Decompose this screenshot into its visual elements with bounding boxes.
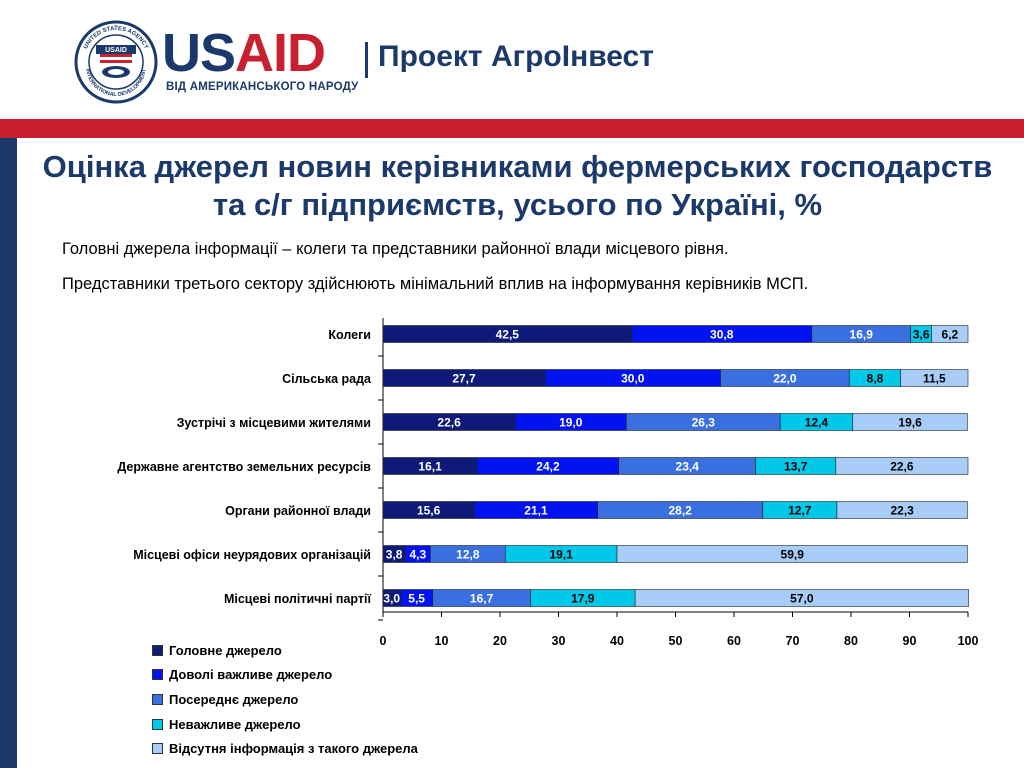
data-label: 42,5 [496,328,520,342]
legend-item: Посереднє джерело [152,687,418,712]
data-label: 6,2 [942,328,959,342]
x-tick-label: 60 [727,634,741,648]
legend-label: Неважливе джерело [169,716,301,732]
legend-swatch [152,693,163,705]
category-label: Місцеві офіси неурядових організацій [133,548,371,562]
data-label: 3,6 [913,328,930,342]
data-label: 19,0 [559,416,583,430]
data-label: 19,6 [898,416,922,430]
data-label: 16,1 [418,460,442,474]
header-divider-band [0,119,1024,138]
svg-text:USAID: USAID [105,47,127,54]
x-tick-label: 0 [380,634,387,648]
subtext-third-sector: Представники третього сектору здійснюють… [62,275,809,293]
x-tick-label: 50 [669,634,683,648]
legend-swatch [152,718,163,730]
bar-segment [836,501,968,519]
subtext-main-sources: Головні джерела інформації – колеги та п… [62,240,729,258]
data-label: 12,4 [805,416,829,430]
data-label: 16,7 [470,592,494,606]
data-label: 12,7 [788,504,812,518]
data-label: 24,2 [536,460,560,474]
project-name: Проект АгроІнвест [378,40,654,73]
data-label: 22,6 [890,460,914,474]
bar-segment [634,589,969,607]
logo-divider [365,42,368,78]
legend-label: Відсутня інформація з такого джерела [169,741,418,757]
usaid-wordmark: USAID [162,23,326,83]
data-label: 11,5 [923,372,946,386]
legend-label: Головне джерело [169,642,282,658]
data-label: 22,6 [437,416,461,430]
legend-item: Неважливе джерело [152,712,418,737]
bar-segment [900,369,969,387]
x-tick-label: 70 [786,634,800,648]
legend-item: Відсутня інформація з такого джерела [152,736,418,761]
data-label: 15,6 [417,504,441,518]
data-label: 27,7 [452,372,476,386]
usaid-tagline: ВІД АМЕРИКАНСЬКОГО НАРОДУ [166,81,359,93]
data-label: 3,0 [383,592,400,606]
data-label: 13,7 [784,460,808,474]
data-label: 30,8 [710,328,734,342]
data-label: 19,1 [549,548,573,562]
legend-swatch [152,669,163,681]
legend-item: Доволі важливе джерело [152,663,418,688]
legend-label: Доволі важливе джерело [169,667,333,683]
bar-segment [616,545,968,563]
x-tick-label: 100 [958,634,979,648]
usaid-seal-logo: UNITED STATES AGENCY INTERNATIONAL DEVEL… [74,20,158,104]
category-label: Державне агентство земельних ресурсів [117,460,371,474]
x-tick-label: 20 [493,634,507,648]
legend-swatch [152,743,163,755]
legend-item: Головне джерело [152,638,418,663]
data-label: 26,3 [692,416,716,430]
data-label: 22,0 [773,372,797,386]
bar-segment [852,413,968,431]
data-label: 59,9 [781,548,805,562]
x-tick-label: 80 [844,634,858,648]
data-label: 4,3 [409,548,426,562]
data-label: 30,0 [621,372,645,386]
category-label: Органи районної влади [225,504,371,518]
legend-swatch [152,644,163,656]
category-label: Місцеві політичні партії [224,592,372,606]
x-tick-label: 10 [435,634,449,648]
data-label: 28,2 [669,504,693,518]
left-accent-bar [0,138,17,768]
legend-label: Посереднє джерело [169,691,299,707]
category-label: Колеги [328,328,371,342]
data-label: 17,9 [571,592,595,606]
data-label: 23,4 [676,460,700,474]
data-label: 5,5 [408,592,425,606]
x-tick-label: 90 [903,634,917,648]
data-label: 16,9 [850,328,874,342]
category-label: Сільська рада [282,372,372,386]
x-tick-label: 40 [610,634,624,648]
page-title: Оцінка джерел новин керівниками фермерсь… [42,149,993,222]
chart-legend: Головне джерело Доволі важливе джерело Пос… [152,638,418,761]
x-tick-label: 30 [552,634,566,648]
data-label: 22,3 [891,504,915,518]
category-label: Зустрічі з місцевими жителями [177,416,371,430]
data-label: 3,8 [386,548,403,562]
data-label: 8,8 [867,372,884,386]
data-label: 12,8 [456,548,480,562]
data-label: 21,1 [524,504,548,518]
bar-segment [835,457,969,475]
bar-segment [931,325,969,343]
data-label: 57,0 [790,592,814,606]
